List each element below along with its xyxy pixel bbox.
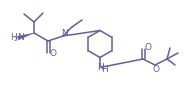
- Text: 2: 2: [13, 37, 17, 42]
- Text: H: H: [10, 34, 17, 43]
- Text: O: O: [145, 43, 151, 53]
- Text: N: N: [17, 32, 24, 42]
- Polygon shape: [17, 33, 34, 40]
- Text: N: N: [61, 29, 67, 37]
- Text: H: H: [102, 65, 108, 73]
- Text: O: O: [152, 65, 160, 75]
- Text: O: O: [50, 49, 56, 59]
- Text: N: N: [98, 63, 104, 72]
